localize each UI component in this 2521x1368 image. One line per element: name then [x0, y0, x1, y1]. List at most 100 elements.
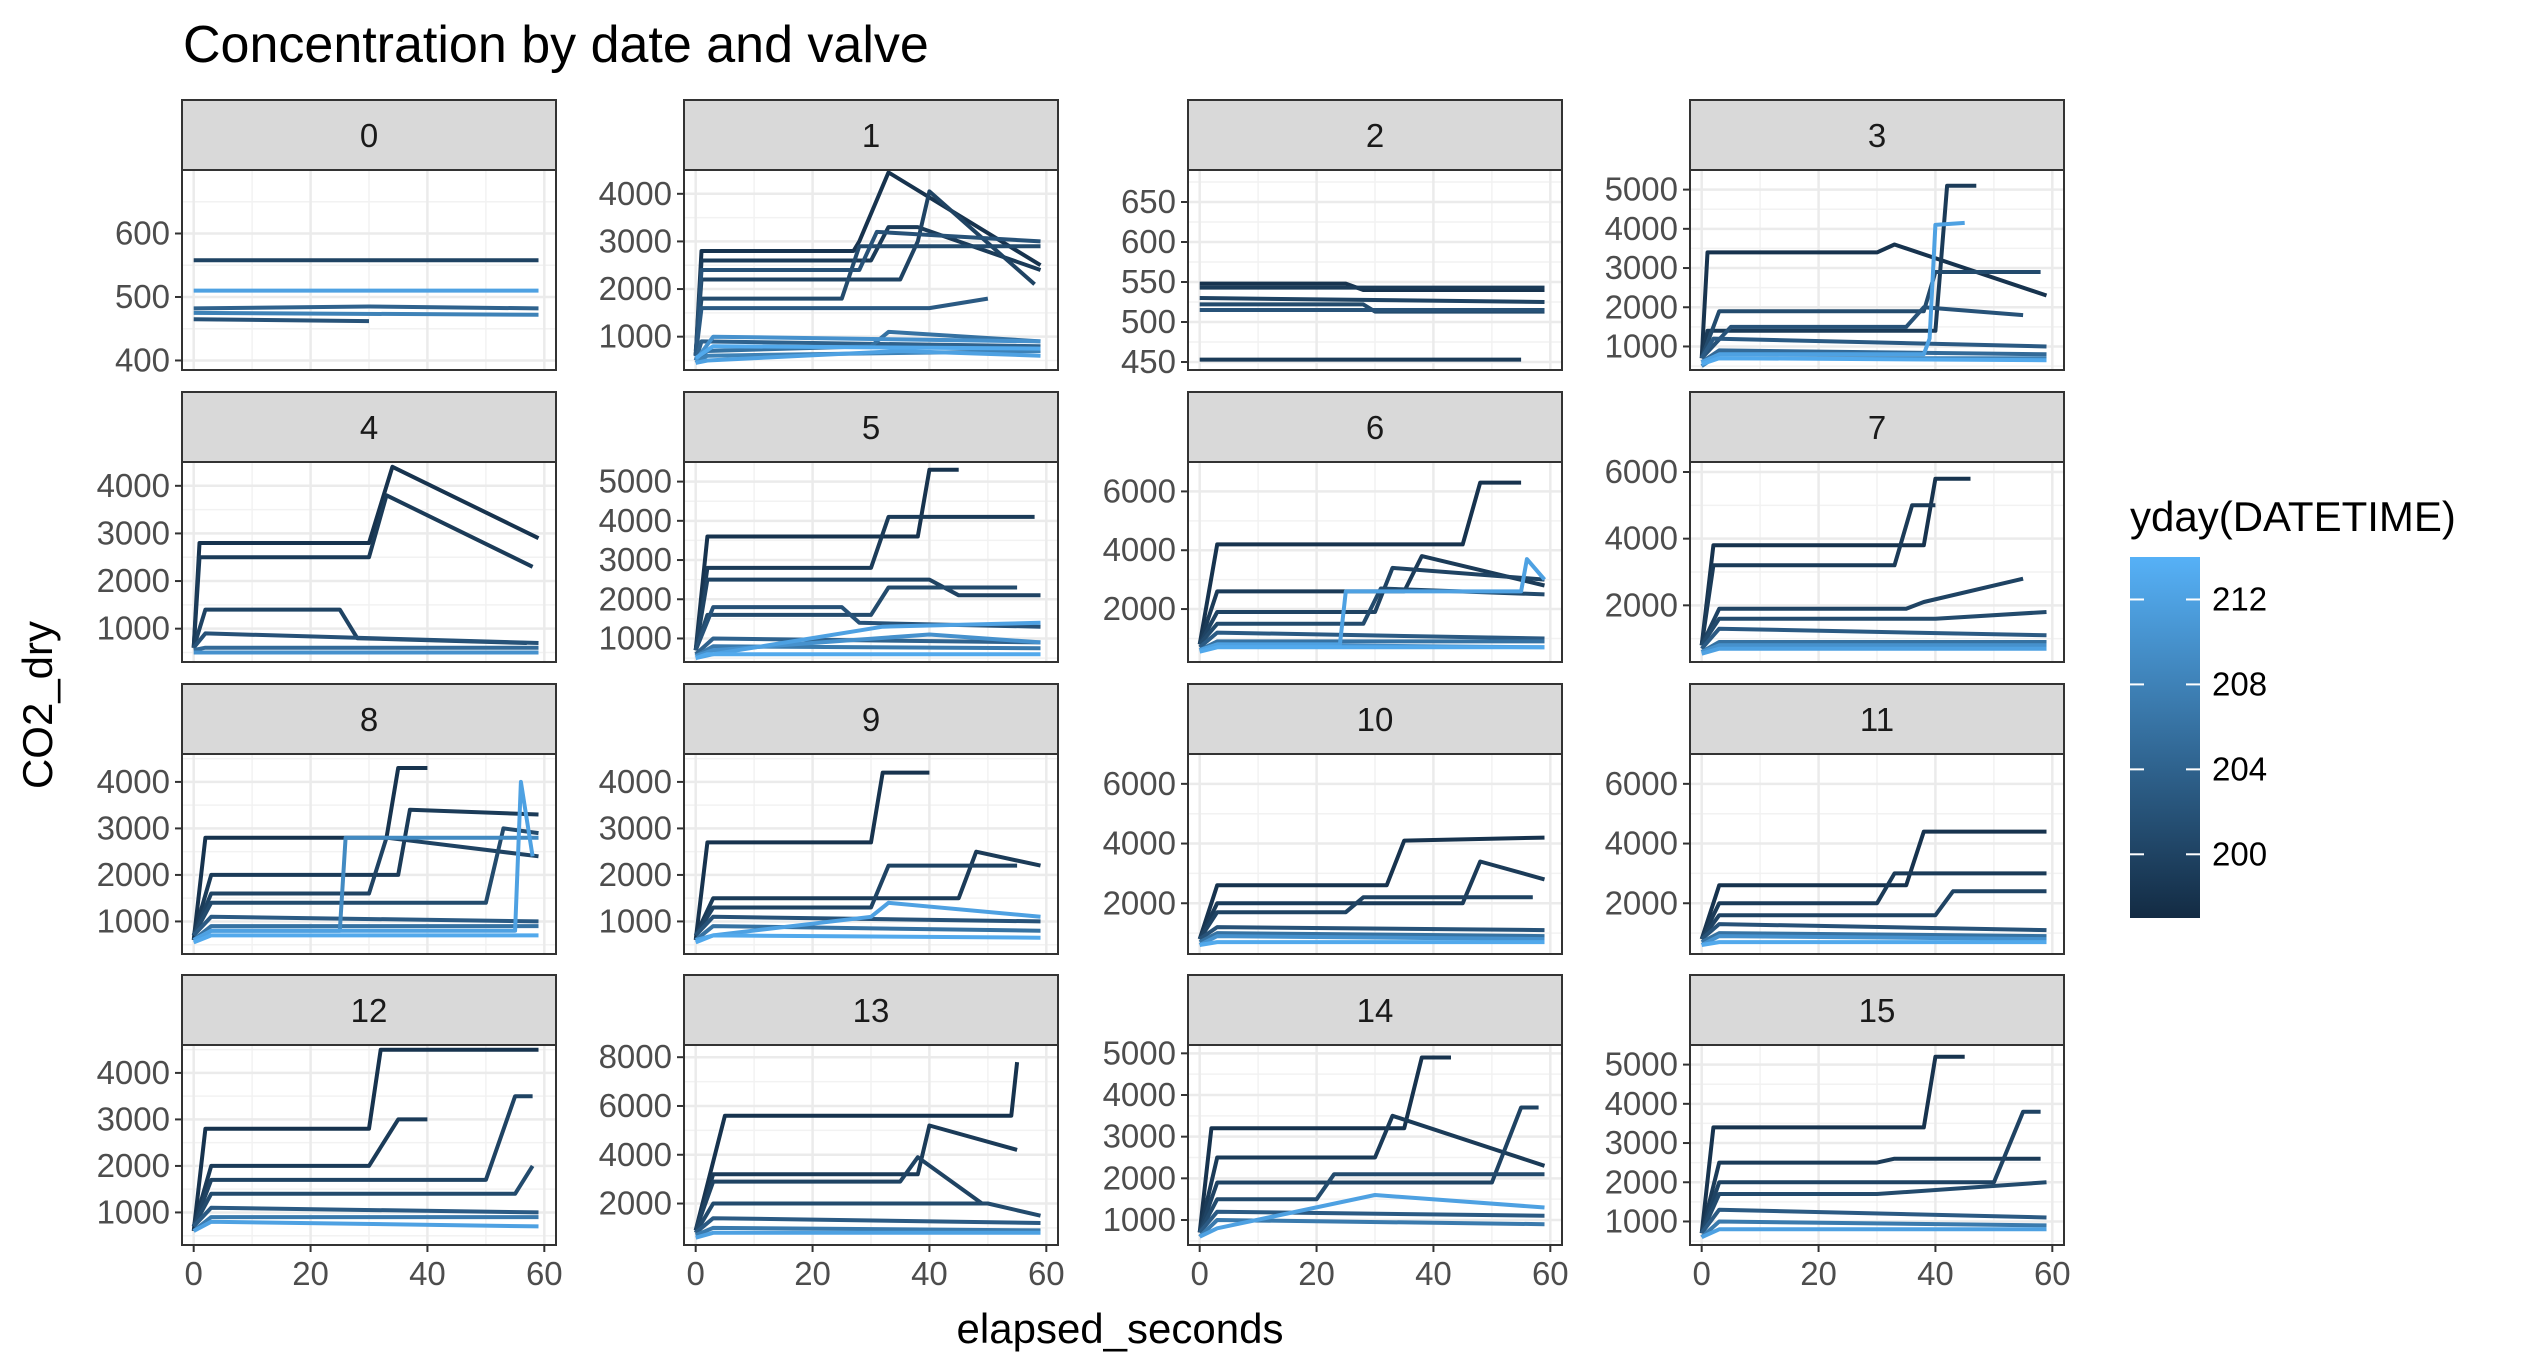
series-line-yday-198	[1197, 1055, 1451, 1233]
y-tick-label: 2000	[97, 1147, 170, 1184]
facet-panel-11: 11 2000 4000 6000	[1605, 683, 2065, 955]
y-tick-label: 2000	[599, 856, 672, 893]
series-line-yday-198	[1699, 829, 2047, 940]
facet-strip	[683, 391, 1059, 463]
panel-border	[1689, 753, 2065, 955]
x-axis-title: elapsed_seconds	[957, 1305, 1284, 1352]
facet-strip	[683, 99, 1059, 171]
facet-strip-label: 10	[1357, 701, 1394, 738]
series-line-yday-200	[1199, 296, 1545, 304]
facet-strip-label: 13	[853, 992, 890, 1029]
series-line-yday-213	[694, 933, 1041, 945]
x-tick-label: 40	[911, 1255, 948, 1292]
series-line-yday-202	[193, 317, 370, 324]
x-tick-label: 60	[526, 1255, 563, 1292]
x-tick-label: 20	[1298, 1255, 1335, 1292]
series-line-yday-205	[193, 645, 539, 653]
series-line-yday-199	[1699, 503, 1936, 646]
series-line-yday-213	[1701, 940, 2047, 947]
series-line-yday-207	[1198, 1218, 1545, 1239]
x-tick-label: 20	[292, 1255, 329, 1292]
y-tick-label: 4000	[599, 502, 672, 539]
series-line-yday-199	[1699, 183, 1977, 359]
series-line-yday-200	[191, 1094, 533, 1228]
facet-panel-6: 6 2000 4000 6000	[1103, 391, 1563, 663]
facet-strip-label: 12	[351, 992, 388, 1029]
y-tick-label: 5000	[599, 463, 672, 500]
y-tick-label: 1000	[1605, 1202, 1678, 1239]
facet-strip	[683, 683, 1059, 755]
y-tick-label: 5000	[1605, 1046, 1678, 1083]
facet-strip	[1187, 683, 1563, 755]
panel-border	[683, 461, 1059, 663]
series-line-yday-200	[1197, 1105, 1539, 1234]
panel-border	[683, 1044, 1059, 1246]
series-line-yday-201	[1197, 1172, 1545, 1234]
series-line-yday-203	[1699, 336, 2047, 360]
panel-border	[181, 461, 557, 663]
series-line-yday-213	[1199, 940, 1545, 947]
series-line-yday-199	[1699, 1156, 2041, 1234]
facet-strip-label: 11	[1860, 701, 1894, 738]
y-tick-label: 5000	[1605, 171, 1678, 208]
facet-strip	[181, 391, 557, 463]
chart-title: Concentration by date and valve	[183, 16, 929, 74]
y-tick-label: 6000	[599, 1087, 672, 1124]
series-line-yday-199	[191, 807, 539, 936]
series-line-yday-213	[192, 933, 539, 945]
y-tick-label: 2000	[1605, 288, 1678, 325]
facet-strip-label: 2	[1366, 117, 1384, 154]
y-tick-label: 2000	[97, 856, 170, 893]
y-tick-label: 500	[1121, 303, 1176, 340]
series-line-yday-213	[1199, 645, 1545, 654]
facet-strip	[683, 974, 1059, 1046]
y-tick-label: 2000	[599, 580, 672, 617]
series-line-yday-202	[694, 914, 1041, 937]
series-line-yday-204	[694, 636, 1041, 656]
y-tick-label: 4000	[97, 467, 170, 504]
y-tick-label: 4000	[599, 175, 672, 212]
panel-border	[181, 1044, 557, 1246]
y-tick-label: 2000	[1103, 1159, 1176, 1196]
y-tick-label: 550	[1121, 263, 1176, 300]
series-line-yday-199	[1699, 871, 2047, 940]
series-line-yday-212	[695, 1230, 1041, 1240]
facet-strip-label: 4	[360, 409, 378, 446]
series-line-yday-202	[192, 631, 539, 649]
panel-border	[181, 169, 557, 371]
panel-border	[181, 753, 557, 955]
series-line-yday-208	[193, 310, 539, 317]
series-line-yday-212	[1701, 646, 2047, 656]
facet-strip	[1689, 974, 2065, 1046]
y-tick-label: 3000	[599, 541, 672, 578]
panel-border	[683, 753, 1059, 955]
x-tick-label: 60	[1532, 1255, 1569, 1292]
series-line-yday-206	[1700, 931, 2047, 944]
series-line-yday-200	[1700, 889, 2047, 941]
facet-panel-7: 7 2000 4000 6000	[1605, 391, 2065, 663]
panel-border	[1689, 461, 2065, 663]
x-tick-label: 20	[794, 1255, 831, 1292]
series-line-yday-203	[192, 1205, 539, 1228]
series-line-yday-200	[1197, 565, 1545, 646]
y-tick-label: 2000	[1605, 1163, 1678, 1200]
y-tick-label: 4000	[97, 1054, 170, 1091]
y-tick-label: 2000	[1605, 586, 1678, 623]
series-line-yday-212	[1700, 1227, 2047, 1240]
y-tick-label: 4000	[1103, 531, 1176, 568]
y-tick-label: 600	[115, 214, 170, 251]
colorbar-label: 212	[2212, 580, 2267, 617]
series-line-yday-203	[1700, 1207, 2047, 1235]
x-tick-label: 0	[1191, 1255, 1209, 1292]
series-line-yday-203	[1700, 626, 2047, 651]
y-tick-label: 450	[1121, 343, 1176, 380]
series-line-yday-198	[693, 1061, 1020, 1231]
series-line-yday-199	[1197, 1113, 1546, 1233]
facet-panel-13: 13 2000 4000 6000 8000 0 20 40 60	[599, 974, 1065, 1292]
series-line-yday-201	[191, 826, 539, 937]
series-line-yday-198	[1197, 835, 1545, 940]
y-tick-label: 1000	[599, 318, 672, 355]
